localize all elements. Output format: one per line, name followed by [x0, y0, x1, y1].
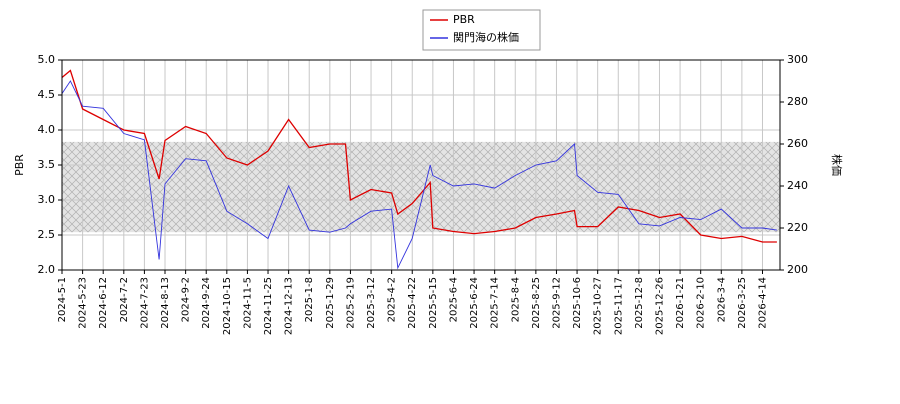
y-tick-label: 3.5: [38, 158, 56, 171]
y2-tick-label: 240: [787, 179, 808, 192]
y-tick-label: 3.0: [38, 193, 56, 206]
x-tick-label: 2025-8-4: [510, 277, 521, 322]
x-tick-label: 2025-5-15: [428, 277, 439, 329]
x-tick-label: 2026-3-4: [716, 277, 727, 322]
series-line: [62, 80, 777, 270]
x-tick-label: 2025-9-12: [551, 277, 562, 329]
x-tick-label: 2024-6-12: [98, 277, 109, 329]
legend-label: 関門海の株価: [453, 30, 519, 44]
y2-tick-label: 300: [787, 53, 808, 66]
y2-axis-label: 株価: [830, 154, 844, 176]
y-tick-label: 2.5: [38, 228, 56, 241]
y2-tick-label: 260: [787, 137, 808, 150]
series-line: [62, 69, 777, 243]
y-tick-label: 4.5: [38, 88, 56, 101]
y-axis-label: PBR: [13, 154, 26, 176]
x-tick-label: 2025-6-4: [448, 277, 459, 322]
x-tick-label: 2024-5-1: [57, 277, 68, 322]
shaded-band: [62, 141, 780, 233]
x-tick-label: 2024-8-13: [160, 277, 171, 329]
x-tick-label: 2024-11-5: [242, 277, 253, 329]
legend: [422, 9, 541, 51]
legend-label: PBR: [453, 13, 475, 26]
x-tick-label: 2025-10-27: [593, 277, 604, 335]
x-tick-label: 2025-10-6: [572, 277, 583, 329]
x-tick-label: 2025-1-29: [325, 277, 336, 329]
x-tick-label: 2025-3-12: [366, 277, 377, 329]
y-tick-label: 4.0: [38, 123, 56, 136]
x-tick-label: 2025-12-26: [654, 277, 665, 335]
y-tick-label: 5.0: [38, 53, 56, 66]
x-tick-label: 2025-11-17: [613, 277, 624, 335]
x-tick-label: 2024-9-2: [181, 277, 192, 322]
x-tick-label: 2025-4-22: [407, 277, 418, 329]
y-tick-label: 2.0: [38, 263, 56, 276]
x-tick-label: 2025-12-8: [634, 277, 645, 329]
x-tick-label: 2026-4-14: [757, 277, 768, 329]
x-tick-label: 2026-2-10: [696, 277, 707, 329]
y2-tick-label: 220: [787, 221, 808, 234]
x-tick-label: 2024-10-15: [222, 277, 233, 335]
x-tick-label: 2026-1-21: [675, 277, 686, 329]
x-tick-label: 2025-4-2: [387, 277, 398, 322]
y2-tick-label: 280: [787, 95, 808, 108]
x-tick-label: 2025-2-19: [345, 277, 356, 329]
x-tick-label: 2024-9-24: [201, 277, 212, 329]
x-tick-label: 2024-12-13: [284, 277, 295, 335]
x-tick-label: 2025-8-25: [531, 277, 542, 329]
x-tick-label: 2025-6-24: [469, 277, 480, 329]
x-tick-label: 2024-7-23: [139, 277, 150, 329]
x-tick-label: 2024-7-2: [119, 277, 130, 322]
y2-tick-label: 200: [787, 263, 808, 276]
x-tick-label: 2025-7-14: [490, 277, 501, 329]
x-tick-label: 2024-5-23: [78, 277, 89, 329]
x-tick-label: 2026-3-25: [737, 277, 748, 329]
x-tick-label: 2025-1-8: [304, 277, 315, 322]
x-tick-label: 2024-11-25: [263, 277, 274, 335]
